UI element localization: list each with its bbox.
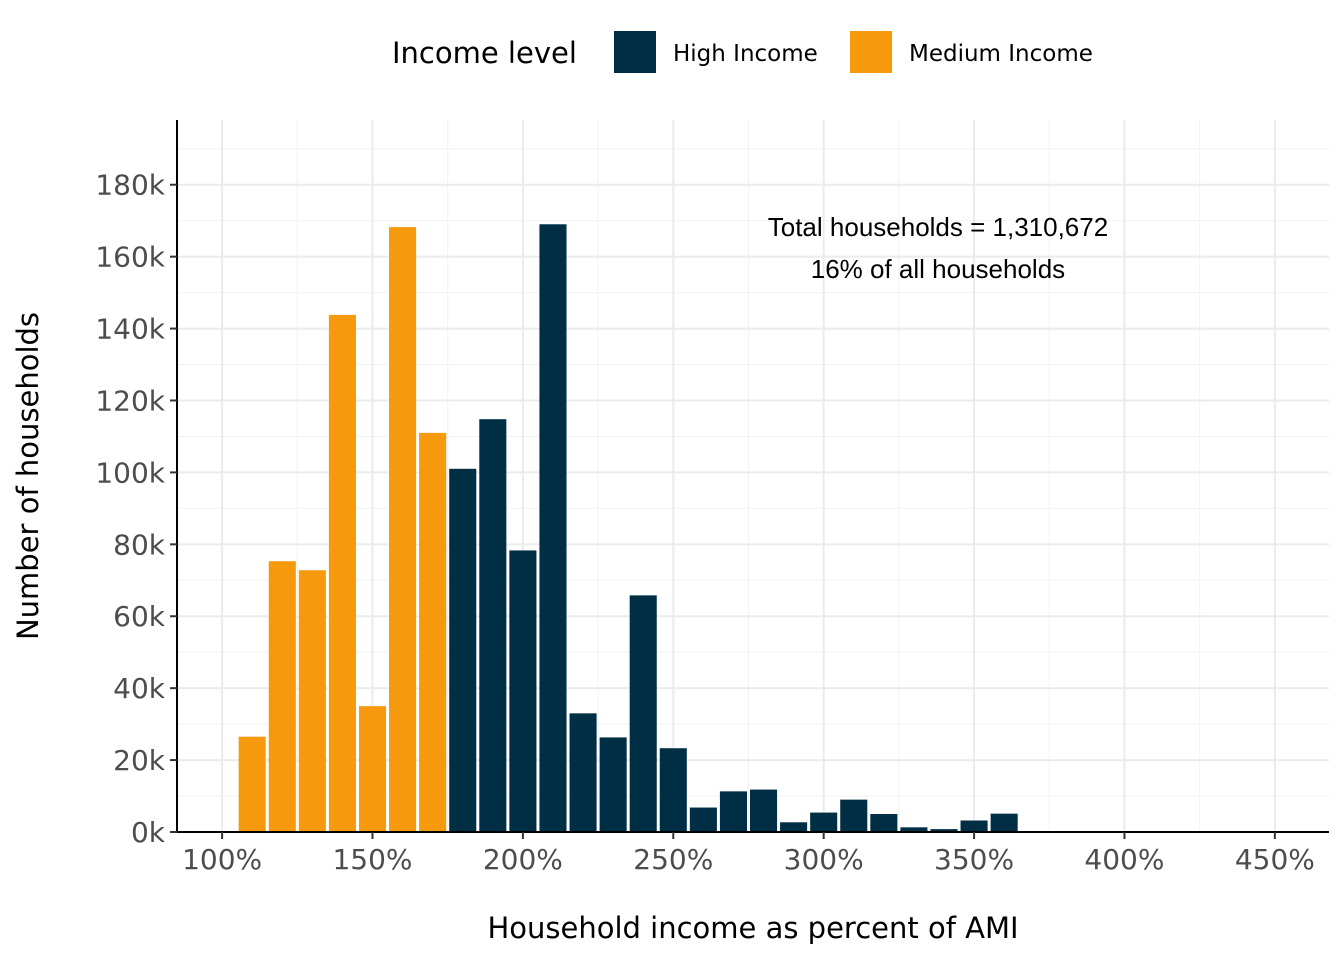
y-tick-label: 100k [95, 456, 165, 489]
annotation-share-of-households: 16% of all households [811, 254, 1065, 284]
bar-high-income [689, 807, 717, 832]
bar-medium-income [268, 561, 296, 832]
bar-high-income [479, 419, 507, 832]
bar-high-income [810, 812, 838, 832]
bar-high-income [539, 224, 567, 832]
bar-medium-income [328, 314, 356, 832]
annotations: Total households = 1,310,672 16% of all … [768, 212, 1108, 284]
x-tick-label: 350% [934, 843, 1014, 876]
x-tick-label: 300% [784, 843, 864, 876]
bar-medium-income [419, 432, 447, 832]
bar-medium-income [358, 706, 387, 832]
x-axis-title: Household income as percent of AMI [487, 911, 1018, 945]
bar-high-income [509, 550, 537, 832]
bar-high-income [870, 814, 898, 832]
legend: Income level High Income Medium Income [392, 31, 1093, 73]
bar-high-income [659, 748, 687, 832]
y-tick-label: 120k [95, 384, 165, 417]
bar-high-income [629, 595, 657, 832]
bar-high-income [749, 789, 778, 832]
grid-lines [177, 120, 1329, 833]
bar-high-income [960, 820, 988, 832]
y-tick-label: 140k [95, 313, 165, 346]
bar-high-income [900, 827, 928, 832]
legend-swatch-high-income [614, 31, 656, 73]
x-tick-label: 150% [332, 843, 412, 876]
bar-high-income [569, 713, 597, 832]
y-tick-label: 40k [113, 672, 166, 705]
axes [176, 120, 1329, 833]
x-tick-label: 100% [182, 843, 262, 876]
legend-title: Income level [392, 36, 577, 70]
x-axis-ticks: 100% 150% 200% 250% 300% 350% 400% 450% [182, 832, 1315, 876]
bar-high-income [719, 791, 747, 832]
bar-high-income [780, 822, 808, 832]
legend-label-high-income: High Income [673, 41, 818, 67]
y-tick-label: 160k [95, 241, 165, 274]
annotation-total-households: Total households = 1,310,672 [768, 212, 1108, 242]
y-tick-label: 0k [131, 816, 166, 849]
legend-label-medium-income: Medium Income [909, 41, 1093, 67]
y-axis-title: Number of households [11, 312, 45, 640]
x-tick-label: 450% [1235, 843, 1315, 876]
y-axis-ticks: 0k 20k 40k 60k 80k 100k 120k 140k 160k 180k [95, 169, 177, 849]
bar-medium-income [238, 736, 266, 832]
legend-swatch-medium-income [850, 31, 892, 73]
y-tick-label: 180k [95, 169, 165, 202]
x-tick-label: 200% [483, 843, 563, 876]
y-tick-label: 80k [113, 528, 166, 561]
y-tick-label: 20k [113, 744, 166, 777]
bar-high-income [840, 799, 868, 832]
bar-high-income [990, 813, 1018, 832]
bar-medium-income [389, 227, 417, 832]
bars [238, 224, 1018, 832]
x-tick-label: 400% [1084, 843, 1164, 876]
bar-high-income [930, 829, 958, 832]
bar-high-income [599, 737, 627, 832]
y-tick-label: 60k [113, 600, 166, 633]
bar-high-income [449, 468, 477, 832]
bar-medium-income [298, 570, 326, 832]
x-tick-label: 250% [633, 843, 713, 876]
